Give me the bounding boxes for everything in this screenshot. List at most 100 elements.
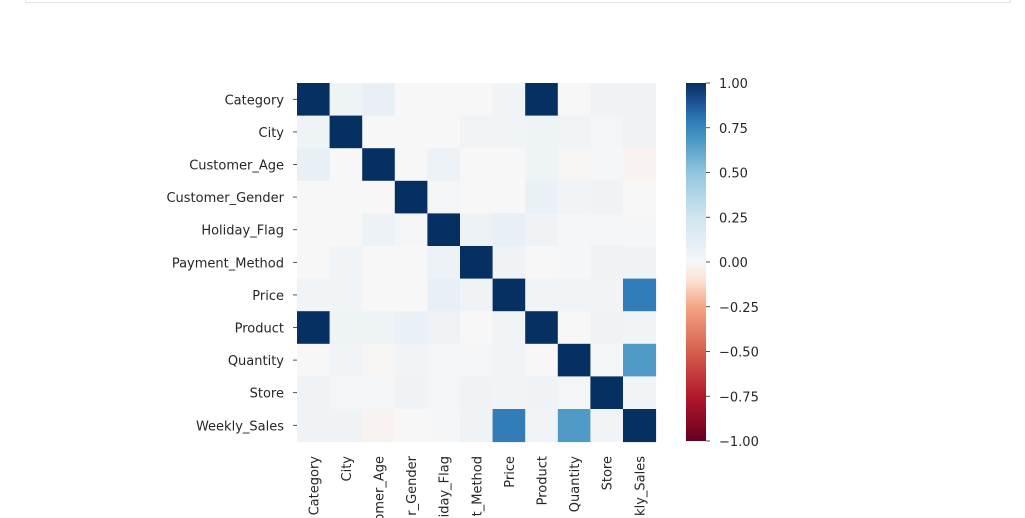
- colorbar-bar: [686, 83, 706, 441]
- heatmap-cell: [492, 343, 526, 377]
- heatmap-cell: [427, 180, 461, 214]
- x-tick-label: Store: [601, 456, 616, 490]
- heatmap-cell: [492, 409, 526, 443]
- heatmap-cell: [525, 180, 559, 214]
- heatmap-cell: [427, 343, 461, 377]
- heatmap-cell: [525, 278, 559, 312]
- y-tick-label: Payment_Method: [172, 256, 284, 271]
- heatmap-cell: [460, 311, 494, 345]
- heatmap-cell: [329, 115, 363, 149]
- x-tick-label: kly_Sales: [633, 456, 648, 516]
- heatmap-cell: [329, 148, 363, 182]
- heatmap-cell: [590, 343, 624, 377]
- colorbar-tick-label: −0.25: [719, 301, 759, 316]
- heatmap-cell: [557, 311, 591, 345]
- heatmap-cell: [623, 278, 657, 312]
- heatmap-cell: [394, 376, 428, 410]
- heatmap-cell: [525, 311, 559, 345]
- y-tick-label: Customer_Gender: [166, 191, 284, 206]
- heatmap-cell: [394, 148, 428, 182]
- top-panel-edge: [25, 0, 1011, 3]
- heatmap-cell: [623, 311, 657, 345]
- colorbar-tick-label: 0.25: [719, 211, 748, 226]
- heatmap-cell: [460, 213, 494, 247]
- heatmap-cell: [590, 311, 624, 345]
- heatmap-cell: [362, 115, 396, 149]
- heatmap-cell: [362, 311, 396, 345]
- heatmap-cell: [590, 148, 624, 182]
- heatmap-cell: [297, 213, 331, 247]
- heatmap-cell: [492, 115, 526, 149]
- heatmap-cell: [525, 213, 559, 247]
- heatmap-cell: [297, 311, 331, 345]
- colorbar-tick-label: −0.75: [719, 390, 759, 405]
- heatmap-cell: [460, 180, 494, 214]
- heatmap-cell: [525, 83, 559, 117]
- heatmap-cell: [297, 115, 331, 149]
- heatmap-cells: [297, 83, 657, 443]
- y-tick-label: Customer_Age: [189, 159, 284, 174]
- heatmap-cell: [557, 409, 591, 443]
- heatmap-cell: [297, 246, 331, 280]
- heatmap-cell: [460, 409, 494, 443]
- heatmap-cell: [492, 246, 526, 280]
- heatmap-cell: [427, 115, 461, 149]
- heatmap-cell: [329, 180, 363, 214]
- heatmap-cell: [329, 213, 363, 247]
- heatmap-cell: [590, 246, 624, 280]
- heatmap-cell: [297, 343, 331, 377]
- heatmap-cell: [525, 376, 559, 410]
- heatmap-cell: [492, 311, 526, 345]
- heatmap-cell: [557, 83, 591, 117]
- heatmap-cell: [394, 409, 428, 443]
- heatmap-cell: [623, 180, 657, 214]
- heatmap-cell: [492, 180, 526, 214]
- heatmap-cell: [460, 343, 494, 377]
- heatmap-cell: [590, 180, 624, 214]
- heatmap-cell: [297, 148, 331, 182]
- heatmap-cell: [329, 343, 363, 377]
- x-tick-label: Price: [503, 456, 518, 488]
- heatmap-cell: [460, 246, 494, 280]
- heatmap-cell: [394, 343, 428, 377]
- x-tick-label: Category: [307, 456, 322, 516]
- heatmap-cell: [297, 278, 331, 312]
- heatmap-cell: [394, 213, 428, 247]
- heatmap-cell: [460, 115, 494, 149]
- heatmap-cell: [394, 311, 428, 345]
- heatmap-cell: [329, 83, 363, 117]
- heatmap-cell: [427, 278, 461, 312]
- heatmap-cell: [623, 376, 657, 410]
- heatmap-cell: [362, 83, 396, 117]
- heatmap-cell: [329, 278, 363, 312]
- heatmap-cell: [590, 115, 624, 149]
- heatmap-cell: [362, 246, 396, 280]
- heatmap-cell: [623, 343, 657, 377]
- colorbar-tick-label: 0.00: [719, 256, 748, 271]
- heatmap-cell: [492, 213, 526, 247]
- heatmap-cell: [525, 343, 559, 377]
- heatmap-cell: [590, 376, 624, 410]
- heatmap-cell: [427, 376, 461, 410]
- heatmap-cell: [492, 376, 526, 410]
- heatmap-cell: [394, 180, 428, 214]
- heatmap-cell: [557, 115, 591, 149]
- heatmap-cell: [427, 246, 461, 280]
- colorbar: 1.00 0.75 0.50 0.25 0.00 −0.25 −0.50 −0.75 −1.00: [686, 77, 759, 450]
- heatmap-cell: [297, 83, 331, 117]
- heatmap-cell: [427, 311, 461, 345]
- heatmap-cell: [492, 148, 526, 182]
- y-tick-label: Holiday_Flag: [201, 224, 284, 239]
- heatmap-cell: [297, 180, 331, 214]
- heatmap-cell: [329, 376, 363, 410]
- heatmap-cell: [525, 115, 559, 149]
- colorbar-tick-label: 0.75: [719, 122, 748, 137]
- heatmap-cell: [557, 376, 591, 410]
- heatmap-cell: [492, 83, 526, 117]
- colorbar-tick-label: −1.00: [719, 435, 759, 450]
- heatmap-cell: [590, 83, 624, 117]
- colorbar-tick-label: 1.00: [719, 77, 748, 92]
- heatmap-cell: [590, 409, 624, 443]
- heatmap-cell: [557, 213, 591, 247]
- y-tick-labels: Category City Customer_Age Customer_Gender H…: [166, 93, 297, 434]
